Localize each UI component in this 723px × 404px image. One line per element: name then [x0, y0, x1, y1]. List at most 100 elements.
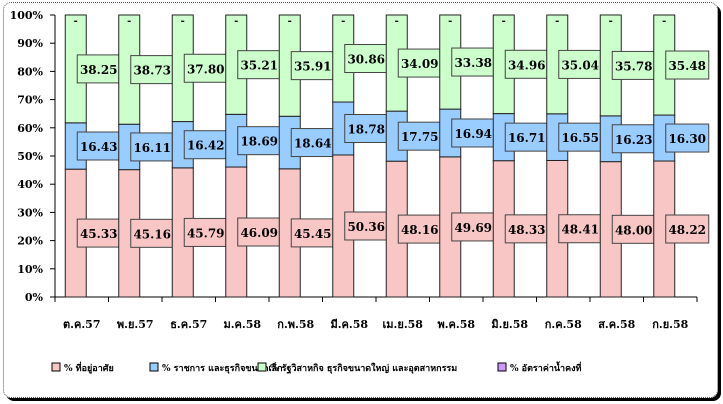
legend-swatch [497, 362, 507, 372]
data-label-box [397, 121, 442, 151]
data-label-box [290, 128, 335, 158]
x-tick-label: มี.ค.58 [330, 318, 368, 331]
data-label: 16.11 [133, 141, 171, 155]
data-label: 35.48 [668, 59, 706, 73]
x-tick-label: ก.ย.58 [652, 318, 688, 331]
data-label-box [183, 217, 228, 247]
data-label-box [504, 122, 549, 152]
x-tick-label: พ.ย.57 [117, 318, 154, 331]
y-tick-label: 70% [17, 94, 43, 107]
data-label: 16.42 [187, 139, 225, 153]
data-label: - [502, 16, 506, 27]
data-label-box [504, 214, 549, 244]
data-label: 38.73 [133, 64, 171, 78]
data-label-box [130, 218, 175, 248]
data-label: 45.16 [133, 227, 171, 241]
legend-swatch [257, 362, 267, 372]
data-label: 48.16 [401, 223, 439, 237]
data-label: 48.41 [561, 223, 599, 237]
data-label-box [665, 214, 710, 244]
data-label: 49.69 [454, 221, 492, 235]
data-label: 33.38 [454, 56, 492, 70]
y-tick-label: 80% [17, 65, 43, 78]
legend-label: % ราชการ และธุรกิจขนาดเล็ก [162, 361, 283, 374]
data-label: 35.04 [561, 58, 599, 72]
x-tick-label: ม.ค.58 [223, 318, 261, 331]
data-label: 37.80 [187, 62, 225, 76]
data-label: 17.75 [401, 130, 439, 144]
y-tick-label: 30% [17, 206, 43, 219]
data-label-box [130, 132, 175, 162]
data-label-box [558, 49, 603, 79]
data-label-box [237, 50, 282, 80]
data-label-box [344, 211, 389, 241]
data-label: 18.69 [240, 135, 278, 149]
data-label-box [344, 114, 389, 144]
data-label: - [609, 16, 613, 27]
data-label-box [558, 214, 603, 244]
legend-label: % อัตราค่าน้ำคงที่ [510, 361, 582, 374]
x-tick-label: ธ.ค.57 [170, 318, 207, 331]
data-label-box [183, 130, 228, 160]
data-label: - [74, 16, 78, 27]
y-tick-label: 60% [17, 122, 43, 135]
data-label: 46.09 [240, 226, 278, 240]
data-label: 45.45 [294, 227, 332, 241]
data-label: - [555, 16, 559, 27]
data-label-box [611, 50, 656, 80]
y-tick-label: 0% [25, 291, 44, 304]
x-tick-label: ก.ค.58 [545, 318, 582, 331]
data-label-box [611, 214, 656, 244]
data-label: 45.79 [187, 226, 225, 240]
y-tick-label: 90% [17, 37, 43, 50]
data-label-box [76, 54, 121, 84]
data-label: - [288, 16, 292, 27]
data-label: - [448, 16, 452, 27]
data-label-box [290, 51, 335, 81]
data-label: 48.33 [508, 223, 546, 237]
y-tick-label: 40% [17, 178, 43, 191]
y-tick-label: 50% [17, 150, 43, 163]
data-label: 35.91 [294, 60, 332, 74]
x-tick-label: พ.ค.58 [437, 318, 475, 331]
data-label: 48.22 [668, 223, 706, 237]
legend-swatch [51, 362, 61, 372]
data-label: - [181, 16, 185, 27]
data-label: 16.94 [454, 127, 492, 141]
data-label: 38.25 [80, 63, 118, 77]
data-label: - [662, 16, 666, 27]
data-label: 45.33 [80, 227, 118, 241]
data-label-box [76, 218, 121, 248]
legend-label: % รัฐวิสาหกิจ ธุรกิจขนาดใหญ่ และอุตสาหกร… [270, 362, 457, 374]
data-label-box [665, 50, 710, 80]
data-label: 16.30 [668, 132, 706, 146]
data-label: 18.64 [294, 137, 332, 151]
x-tick-label: เม.ย.58 [383, 318, 424, 331]
y-tick-label: 10% [17, 263, 43, 276]
x-tick-label: ก.พ.58 [277, 318, 314, 331]
data-label-box [611, 124, 656, 154]
legend-swatch [149, 362, 159, 372]
data-label: 16.23 [615, 133, 653, 147]
data-label: 34.96 [508, 58, 546, 72]
legend-label: % ที่อยู่อาศัย [64, 361, 114, 374]
data-label: - [127, 16, 131, 27]
data-label: 48.00 [615, 223, 653, 237]
data-label: 16.55 [561, 131, 599, 145]
data-label-box [237, 126, 282, 156]
data-label: 16.71 [508, 131, 546, 145]
data-label: 50.36 [347, 220, 385, 234]
data-label-box [665, 123, 710, 153]
data-label: 16.43 [80, 140, 118, 154]
x-tick-label: ต.ค.57 [63, 318, 100, 331]
data-label: - [341, 16, 345, 27]
data-label: 30.86 [347, 53, 385, 67]
y-tick-label: 100% [10, 9, 44, 22]
data-label-box [397, 214, 442, 244]
data-label-box [504, 49, 549, 79]
data-label: - [395, 16, 399, 27]
data-label-box [130, 55, 175, 85]
x-tick-label: มิ.ย.58 [491, 318, 528, 331]
data-label: 35.78 [615, 59, 653, 73]
